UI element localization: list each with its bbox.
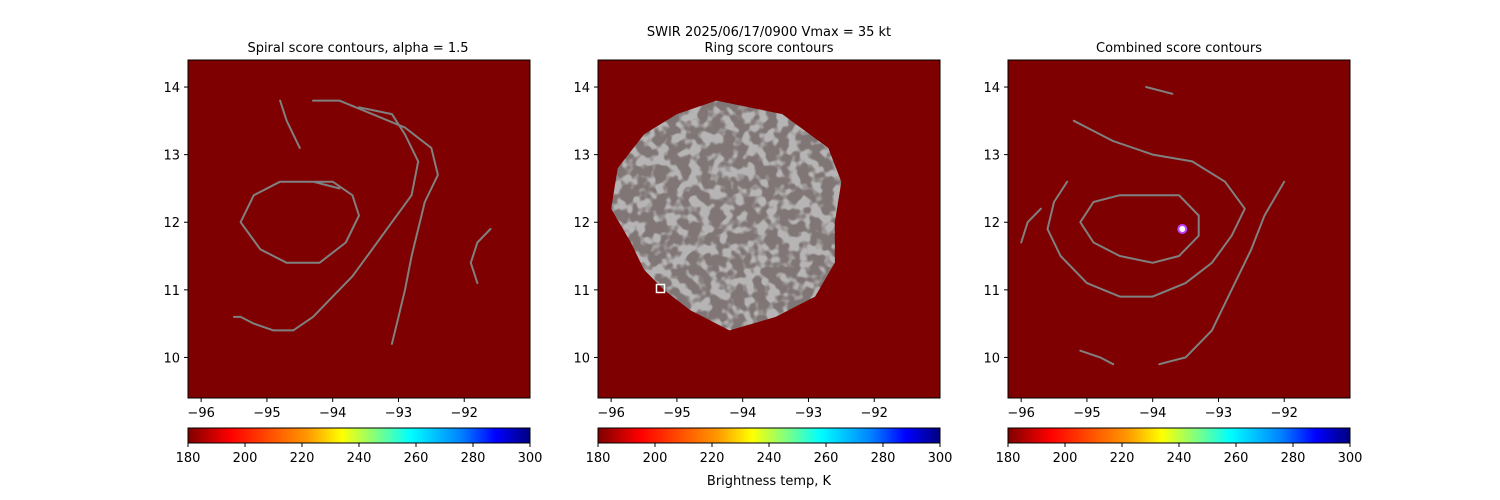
y-tick-label: 10 bbox=[983, 351, 1000, 366]
axes-frame bbox=[1007, 59, 1351, 399]
spiral-panel-title: Spiral score contours, alpha = 1.5 bbox=[247, 41, 468, 56]
score-contour bbox=[233, 106, 420, 332]
y-tick-label: 13 bbox=[573, 149, 590, 164]
x-tick-label: −93 bbox=[795, 406, 822, 421]
center-marker[interactable] bbox=[1177, 224, 1188, 234]
ring-colorbar: 180 200 220 240 260 280 300 bbox=[586, 427, 953, 466]
combined-panel-title: Combined score contours bbox=[1096, 41, 1262, 56]
colorbar-tick-label: 280 bbox=[1281, 451, 1306, 466]
suptitle: SWIR 2025/06/17/0900 Vmax = 35 kt bbox=[647, 25, 891, 40]
colorbar-tick-label: 200 bbox=[233, 451, 258, 466]
y-tick-label: 10 bbox=[163, 351, 180, 366]
axes-frame bbox=[187, 59, 531, 399]
x-tick-label: −95 bbox=[663, 406, 690, 421]
y-tick-label: 11 bbox=[163, 284, 180, 299]
x-tick-label: −93 bbox=[385, 406, 412, 421]
colorbar-tick-label: 260 bbox=[404, 451, 429, 466]
score-contour bbox=[469, 228, 492, 285]
colorbar-label: Brightness temp, K bbox=[707, 474, 832, 489]
colorbar-tick-label: 240 bbox=[757, 451, 782, 466]
x-tick-label: −95 bbox=[253, 406, 280, 421]
x-tick-label: −93 bbox=[1205, 406, 1232, 421]
colorbar-tick-label: 200 bbox=[643, 451, 668, 466]
x-tick-label: −94 bbox=[319, 406, 346, 421]
spiral-colorbar: 180 200 220 240 260 280 300 bbox=[176, 427, 543, 466]
colorbar-tick-label: 300 bbox=[518, 451, 543, 466]
axes-frame bbox=[597, 59, 941, 399]
x-tick-label: −96 bbox=[1007, 406, 1034, 421]
center-marker[interactable] bbox=[655, 283, 666, 294]
score-contour bbox=[239, 180, 360, 264]
combined-colorbar: 180 200 220 240 260 280 300 bbox=[996, 427, 1363, 466]
ring-panel-title: Ring score contours bbox=[704, 41, 833, 56]
combined-panel: Combined score contours −96 −95 −94 −93 −92 1… bbox=[983, 41, 1362, 466]
colorbar-tick-label: 180 bbox=[586, 451, 611, 466]
combined-plot-area[interactable]: −96 −95 −94 −93 −92 10 11 12 13 14 bbox=[983, 59, 1351, 421]
score-contour bbox=[1145, 86, 1174, 95]
score-contour bbox=[1046, 119, 1246, 298]
y-tick-label: 11 bbox=[983, 284, 1000, 299]
y-tick-label: 12 bbox=[573, 216, 590, 231]
colorbar-tick-label: 240 bbox=[1167, 451, 1192, 466]
score-contour bbox=[1020, 207, 1042, 244]
y-tick-label: 14 bbox=[163, 81, 180, 96]
y-tick-label: 12 bbox=[983, 216, 1000, 231]
x-tick-label: −92 bbox=[451, 406, 478, 421]
colorbar-tick-label: 260 bbox=[1224, 451, 1249, 466]
y-tick-label: 10 bbox=[573, 351, 590, 366]
ring-panel: Ring score contours −96 −95 −94 −93 −92 10 11 1… bbox=[573, 41, 952, 489]
colorbar-tick-label: 280 bbox=[461, 451, 486, 466]
x-tick-label: −96 bbox=[597, 406, 624, 421]
colorbar-tick-label: 300 bbox=[928, 451, 953, 466]
brightness-temp-image bbox=[188, 60, 530, 398]
score-contour bbox=[1158, 180, 1286, 366]
spiral-panel: Spiral score contours, alpha = 1.5 −96 −9… bbox=[163, 41, 542, 466]
score-contour bbox=[312, 99, 439, 345]
colorbar-tick-label: 220 bbox=[290, 451, 315, 466]
colorbar-tick-label: 220 bbox=[1110, 451, 1135, 466]
y-tick-label: 14 bbox=[983, 81, 1000, 96]
x-tick-label: −92 bbox=[861, 406, 888, 421]
colorbar-tick-label: 200 bbox=[1053, 451, 1078, 466]
x-tick-label: −92 bbox=[1271, 406, 1298, 421]
colorbar-tick-label: 260 bbox=[814, 451, 839, 466]
x-tick-label: −94 bbox=[729, 406, 756, 421]
y-tick-label: 13 bbox=[983, 149, 1000, 164]
colorbar-gradient bbox=[597, 427, 941, 444]
score-contour bbox=[279, 99, 301, 149]
colorbar-gradient bbox=[187, 427, 531, 444]
x-tick-label: −96 bbox=[187, 406, 214, 421]
colorbar-tick-label: 180 bbox=[176, 451, 201, 466]
y-tick-label: 12 bbox=[163, 216, 180, 231]
y-tick-label: 11 bbox=[573, 284, 590, 299]
colorbar-tick-label: 240 bbox=[347, 451, 372, 466]
colorbar-tick-label: 180 bbox=[996, 451, 1021, 466]
y-tick-label: 14 bbox=[573, 81, 590, 96]
colorbar-tick-label: 220 bbox=[700, 451, 725, 466]
x-tick-label: −94 bbox=[1139, 406, 1166, 421]
score-contour bbox=[1079, 194, 1200, 264]
x-tick-label: −95 bbox=[1073, 406, 1100, 421]
ring-plot-area[interactable]: −96 −95 −94 −93 −92 10 11 12 13 14 bbox=[573, 59, 941, 421]
score-contour bbox=[1079, 349, 1115, 366]
colorbar-gradient bbox=[1007, 427, 1351, 444]
y-tick-label: 13 bbox=[163, 149, 180, 164]
spiral-plot-area[interactable]: −96 −95 −94 −93 −92 10 11 12 13 14 bbox=[163, 59, 531, 421]
colorbar-tick-label: 280 bbox=[871, 451, 896, 466]
colorbar-tick-label: 300 bbox=[1338, 451, 1363, 466]
